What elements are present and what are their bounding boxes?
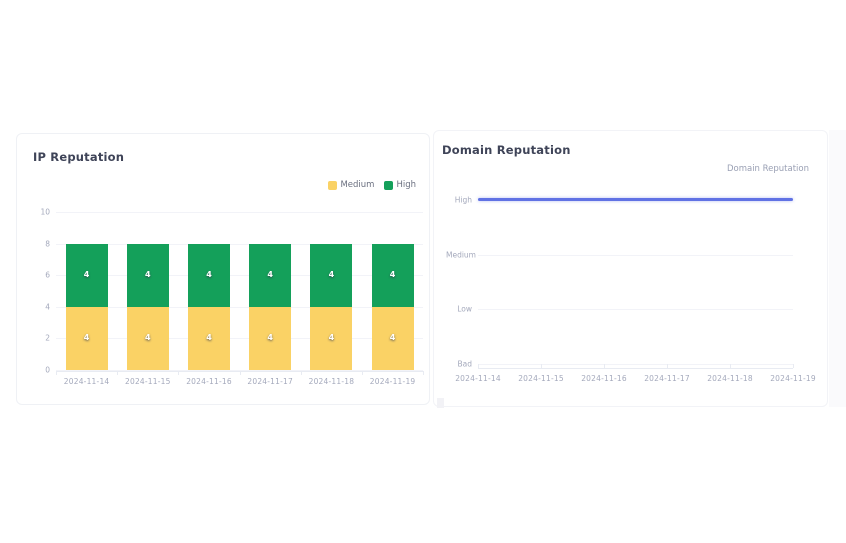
y-axis-label: 10: [40, 207, 50, 217]
x-axis-tick: [56, 371, 57, 375]
legend-swatch: [384, 180, 394, 190]
x-axis-tick: [667, 364, 668, 368]
x-axis-label: 2024-11-17: [644, 374, 690, 383]
x-axis-label: 2024-11-18: [308, 377, 355, 386]
x-axis-label: 2024-11-15: [125, 377, 171, 386]
bar-segment-high[interactable]: 4: [126, 243, 169, 307]
bar-segment-high[interactable]: 4: [249, 243, 292, 307]
x-axis-tick: [793, 364, 794, 368]
legend-label: Medium: [340, 180, 375, 190]
x-axis-tick: [362, 371, 363, 375]
y-gridline: [56, 243, 423, 245]
bar-value-label: 4: [389, 333, 396, 343]
bar-segment-medium[interactable]: 4: [371, 306, 414, 370]
y-axis-label: 8: [45, 239, 50, 249]
bar-value-label: 4: [145, 333, 151, 343]
y-gridline: [56, 338, 423, 340]
x-axis-tick: [178, 371, 180, 375]
x-axis-tick: [117, 371, 119, 375]
scrollbar-stub: [437, 398, 444, 408]
domain-chart-series-label: Domain Reputation: [726, 164, 809, 174]
bar-value-label: 4: [83, 270, 90, 280]
ip-chart-legend: Medium High: [328, 180, 416, 190]
x-axis-tick: [604, 364, 605, 368]
x-axis-tick: [541, 364, 542, 368]
bar-value-label: 4: [206, 333, 212, 343]
y-gridline: [56, 275, 423, 277]
x-axis-label: 2024-11-19: [770, 374, 816, 383]
bar-value-label: 4: [328, 270, 335, 280]
x-axis-label: 2024-11-15: [518, 374, 564, 383]
x-axis-tick: [300, 371, 302, 375]
x-axis-line: [56, 371, 423, 372]
ip-reputation-chart: 0 2 4 6 8 10 4 4 2024-11-14 4 4 2024-11-15 4 4 2024-11…: [17, 134, 429, 404]
bar-segment-high[interactable]: 4: [65, 243, 108, 307]
x-axis-label: 2024-11-14: [455, 374, 501, 383]
x-axis-label: 2024-11-16: [581, 374, 627, 383]
bar-segment-high[interactable]: 4: [310, 243, 353, 307]
bar-value-label: 4: [145, 270, 151, 280]
bar-value-label: 4: [206, 270, 212, 280]
legend-label: High: [396, 180, 416, 190]
y-axis-label: 4: [45, 302, 50, 312]
x-axis-tick: [730, 364, 731, 368]
bar-value-label: 4: [267, 270, 273, 280]
ip-reputation-card: IP Reputation Medium High 0 2 4 6 8 10 4 4 2024-1…: [16, 133, 430, 405]
x-axis-label: 2024-11-17: [247, 377, 293, 386]
x-axis-label: 2024-11-18: [707, 374, 753, 383]
bar-segment-high[interactable]: 4: [188, 243, 230, 307]
x-axis-tick: [239, 371, 241, 375]
y-gridline: [56, 370, 423, 371]
bar-value-label: 4: [267, 333, 273, 343]
page-right-gutter: [829, 130, 846, 407]
domain-reputation-card: Domain Reputation Domain Reputation Bad L…: [433, 130, 828, 407]
y-axis-label: 0: [45, 365, 50, 375]
bar-segment-medium[interactable]: 4: [188, 306, 230, 370]
bar-segment-medium[interactable]: 4: [249, 306, 292, 370]
legend-swatch: [328, 180, 338, 190]
x-axis-tick: [478, 364, 479, 368]
x-axis-label: 2024-11-14: [63, 377, 110, 386]
y-gridline: [478, 309, 793, 311]
y-axis-label: 2: [45, 333, 50, 343]
y-gridline: [56, 212, 423, 213]
y-axis-label: 6: [45, 270, 50, 280]
bar-value-label: 4: [328, 333, 335, 343]
y-axis-label: Low: [457, 304, 472, 314]
x-axis-label: 2024-11-16: [186, 377, 232, 386]
bar-segment-medium[interactable]: 4: [65, 306, 108, 370]
x-axis-tick: [423, 371, 425, 375]
y-gridline: [56, 306, 423, 308]
x-axis-line: [478, 368, 793, 369]
y-axis-label: Bad: [457, 359, 472, 369]
bar-segment-medium[interactable]: 4: [126, 306, 169, 370]
domain-reputation-chart: Bad Low Medium High 2024-11-14 2024-11-15 2024…: [434, 131, 827, 406]
x-axis-label: 2024-11-19: [369, 377, 416, 386]
bar-value-label: 4: [389, 270, 396, 280]
bar-value-label: 4: [83, 333, 90, 343]
legend-item-high[interactable]: High: [384, 180, 416, 190]
bar-segment-medium[interactable]: 4: [310, 306, 353, 370]
domain-reputation-title: Domain Reputation: [442, 143, 571, 157]
bar-segment-high[interactable]: 4: [371, 243, 414, 307]
line-series-domain-reputation[interactable]: [478, 198, 793, 202]
legend-item-medium[interactable]: Medium: [328, 180, 374, 190]
y-axis-label: High: [454, 195, 472, 205]
ip-reputation-title: IP Reputation: [33, 150, 125, 164]
y-axis-label: Medium: [446, 250, 476, 260]
y-gridline: [478, 364, 793, 365]
y-gridline: [478, 254, 793, 256]
